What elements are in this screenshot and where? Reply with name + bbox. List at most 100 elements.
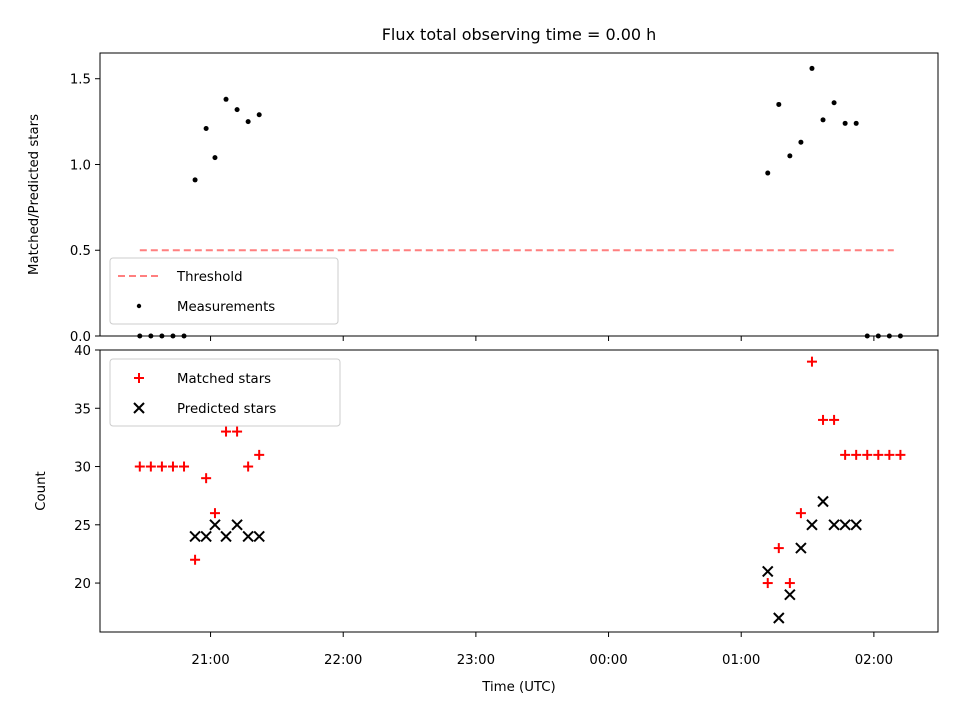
matched-star-point	[179, 461, 190, 472]
predicted-star-point	[850, 519, 862, 531]
matched-star-point	[254, 449, 265, 460]
matched-star-point	[795, 508, 806, 519]
y-tick-label: 20	[74, 577, 91, 592]
y-tick-label: 0.0	[70, 330, 91, 345]
predicted-star-point	[784, 589, 796, 601]
x-tick-label: 21:00	[191, 653, 229, 668]
legend-matched-swatch	[134, 373, 144, 383]
y-tick-label: 40	[74, 344, 91, 359]
predicted-star-point	[242, 530, 254, 543]
predicted-star-point	[773, 612, 785, 624]
x-tick-label: 23:00	[457, 653, 495, 668]
measurement-point	[809, 65, 815, 71]
measurement-point	[798, 139, 804, 145]
legend-plus-marker	[134, 373, 144, 383]
chart-title: Flux total observing time = 0.00 h	[382, 25, 657, 44]
legend-measurements-label: Measurements	[177, 300, 275, 315]
y-tick-label: 1.0	[70, 158, 91, 173]
top-panel: 0.0 0.5 1.0 1.5 Matched/Predicted stars Thr…	[27, 52, 939, 345]
predicted-star-point	[200, 530, 212, 543]
legend-predicted-swatch	[133, 402, 145, 414]
top-legend-box	[109, 257, 339, 325]
predicted-star-point	[762, 565, 774, 578]
matched-star-point	[190, 554, 201, 565]
measurement-point	[776, 101, 782, 107]
matched-star-point	[784, 578, 795, 589]
predicted-star-point	[828, 519, 840, 531]
measurement-point	[234, 107, 240, 113]
matched-star-point	[840, 449, 851, 460]
measurement-point	[820, 117, 826, 123]
matched-star-point	[221, 426, 232, 437]
matched-star-point	[806, 356, 817, 367]
legend-predicted-label: Predicted stars	[177, 402, 276, 417]
y-tick-label: 35	[74, 402, 91, 417]
matched-star-point	[829, 414, 840, 425]
matched-star-point	[156, 461, 167, 472]
x-tick-label: 02:00	[855, 653, 893, 668]
legend-matched-label: Matched stars	[177, 372, 271, 387]
bottom-legend-box	[109, 358, 341, 427]
legend-x-marker	[133, 402, 145, 414]
measurement-point	[203, 125, 209, 131]
bottom-axes-frame	[99, 349, 939, 633]
bottom-y-ticks: 20 25 30 35 40	[74, 344, 100, 592]
matched-star-point	[862, 449, 873, 460]
predicted-star-point	[817, 495, 829, 508]
measurement-point	[245, 119, 251, 125]
measurement-point	[842, 120, 848, 126]
predicted-star-point	[795, 542, 807, 554]
matched-star-point	[851, 449, 862, 460]
y-tick-label: 1.5	[70, 73, 91, 88]
top-axes-frame	[99, 52, 939, 337]
measurement-point	[787, 153, 793, 159]
measurement-point	[853, 120, 859, 126]
matched-star-point	[201, 473, 212, 484]
top-legend: Threshold Measurements	[109, 257, 339, 325]
matched-star-point	[818, 414, 829, 425]
measurement-point	[765, 170, 771, 176]
y-tick-label: 0.5	[70, 244, 91, 259]
bottom-x-ticks: 21:00 22:00 23:00 00:00 01:00 02:00	[191, 632, 893, 668]
predicted-star-point	[839, 519, 851, 531]
matched-star-point	[134, 461, 145, 472]
top-x-ticks	[210, 336, 875, 341]
bottom-legend: Matched stars Predicted stars	[109, 358, 341, 427]
bottom-panel: 20 25 30 35 40 21:00 22:00 23:00 00:00 01:00 02:0…	[34, 344, 939, 695]
measurement-point	[831, 100, 837, 106]
bottom-marks	[134, 356, 906, 624]
top-y-ticks: 0.0 0.5 1.0 1.5	[70, 73, 100, 345]
bottom-y-axis-label: Count	[34, 471, 49, 511]
matched-star-point	[209, 508, 220, 519]
x-tick-label: 01:00	[722, 653, 760, 668]
matched-star-point	[243, 461, 254, 472]
top-marks	[137, 65, 903, 339]
predicted-star-point	[253, 530, 265, 543]
matched-star-point	[773, 543, 784, 554]
predicted-star-point	[220, 530, 232, 543]
x-tick-label: 00:00	[589, 653, 627, 668]
legend-threshold-label: Threshold	[176, 270, 243, 285]
y-tick-label: 25	[74, 519, 91, 534]
measurement-point	[223, 96, 229, 102]
measurement-point	[212, 155, 218, 161]
matched-star-point	[884, 449, 895, 460]
matched-star-point	[232, 426, 243, 437]
predicted-star-point	[189, 530, 201, 543]
predicted-star-point	[806, 519, 818, 531]
measurement-point	[256, 112, 262, 118]
x-axis-label: Time (UTC)	[481, 680, 556, 695]
matched-star-point	[167, 461, 178, 472]
matched-star-point	[895, 449, 906, 460]
matched-star-point	[873, 449, 884, 460]
x-tick-label: 22:00	[324, 653, 362, 668]
predicted-star-point	[209, 519, 221, 531]
measurement-point	[192, 177, 198, 183]
legend-measurements-swatch	[136, 303, 142, 309]
matched-star-point	[762, 578, 773, 589]
top-y-axis-label: Matched/Predicted stars	[27, 114, 42, 275]
y-tick-label: 30	[74, 461, 91, 476]
matched-star-point	[145, 461, 156, 472]
predicted-star-point	[231, 519, 243, 531]
